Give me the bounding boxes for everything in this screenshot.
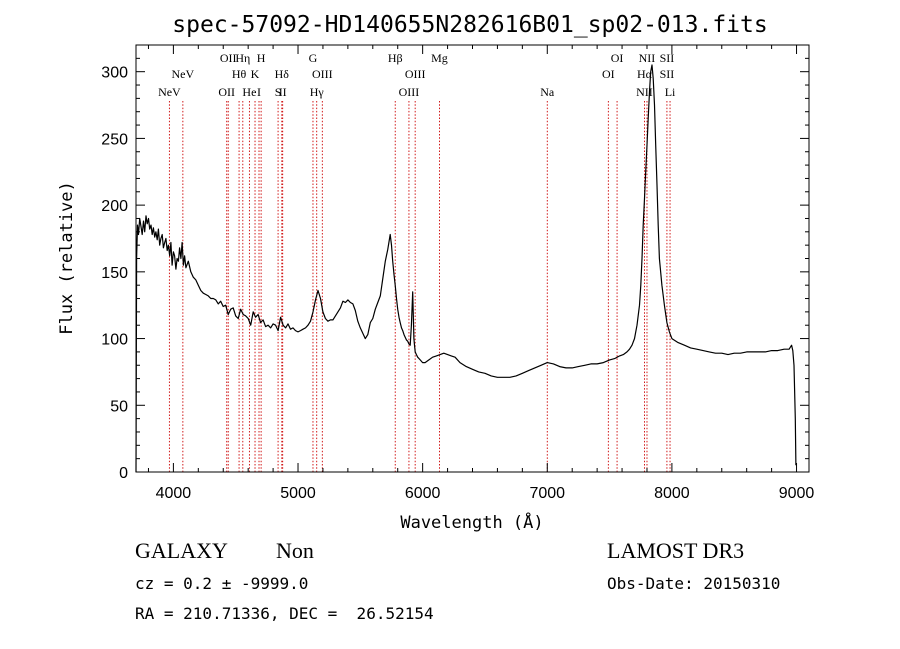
marker-label: SII — [660, 51, 675, 65]
axis-ticks — [136, 45, 809, 473]
marker-label: He — [242, 85, 256, 99]
marker-label: OI — [611, 51, 624, 65]
y-tick-label: 50 — [110, 398, 128, 415]
marker-label: II — [279, 85, 287, 99]
plot-frame — [135, 44, 810, 473]
survey-label: LAMOST DR3 — [607, 538, 745, 563]
redshift-text: cz = 0.2 ± -9999.0 — [135, 574, 309, 593]
subclass-label: Non — [276, 538, 314, 563]
y-tick-label: 250 — [101, 131, 128, 148]
marker-label: Hθ — [232, 67, 247, 81]
marker-label: Mg — [431, 51, 448, 65]
y-tick-label: 0 — [119, 465, 128, 482]
x-tick-label: 7000 — [529, 485, 565, 502]
marker-label: Li — [665, 85, 676, 99]
spectrum-line — [135, 64, 797, 473]
marker-label: OIII — [312, 67, 333, 81]
marker-label: NII — [639, 51, 656, 65]
marker-label: S — [275, 85, 282, 99]
marker-label: NII — [636, 85, 653, 99]
y-axis-tick-labels: 0 50 100 150 200 250 300 — [101, 65, 128, 482]
x-tick-label: 6000 — [405, 485, 441, 502]
y-tick-label: 100 — [101, 332, 128, 349]
coordinates-text: RA = 210.71336, DEC = 26.52154 — [135, 604, 434, 623]
marker-label: OI — [602, 67, 615, 81]
x-tick-label: 9000 — [779, 485, 815, 502]
marker-label: H — [257, 51, 266, 65]
observation-date: Obs-Date: 20150310 — [607, 574, 781, 593]
y-tick-label: 200 — [101, 198, 128, 215]
emission-line-labels: NeVNeVOIIOIIHθHηHeKIHSHδIIGHγOIIIHβOIIIO… — [158, 51, 676, 99]
y-tick-label: 300 — [101, 65, 128, 82]
y-tick-label: 150 — [101, 265, 128, 282]
class-label: GALAXY — [135, 538, 228, 563]
marker-label: OII — [218, 85, 235, 99]
marker-label: Hγ — [310, 85, 325, 99]
marker-label: Hα — [637, 67, 653, 81]
marker-label: I — [257, 85, 261, 99]
x-axis-label: Wavelength (Å) — [400, 511, 543, 533]
marker-label: OIII — [399, 85, 420, 99]
x-tick-label: 8000 — [654, 485, 690, 502]
marker-label: G — [309, 51, 318, 65]
chart-title: spec-57092-HD140655N282616B01_sp02-013.f… — [172, 12, 767, 38]
marker-label: Hδ — [275, 67, 290, 81]
x-tick-label: 4000 — [156, 485, 192, 502]
x-tick-label: 5000 — [280, 485, 316, 502]
y-axis-label: Flux (relative) — [57, 181, 77, 335]
marker-label: OII — [220, 51, 237, 65]
marker-label: K — [251, 67, 260, 81]
marker-label: SII — [660, 67, 675, 81]
marker-label: OIII — [405, 67, 426, 81]
marker-label: Hβ — [388, 51, 403, 65]
x-axis-tick-labels: 4000 5000 6000 7000 8000 9000 — [156, 485, 815, 502]
marker-label: NeV — [158, 85, 181, 99]
marker-label: Hη — [235, 51, 250, 65]
marker-label: Na — [540, 85, 555, 99]
emission-line-markers — [168, 101, 671, 472]
marker-label: NeV — [172, 67, 195, 81]
